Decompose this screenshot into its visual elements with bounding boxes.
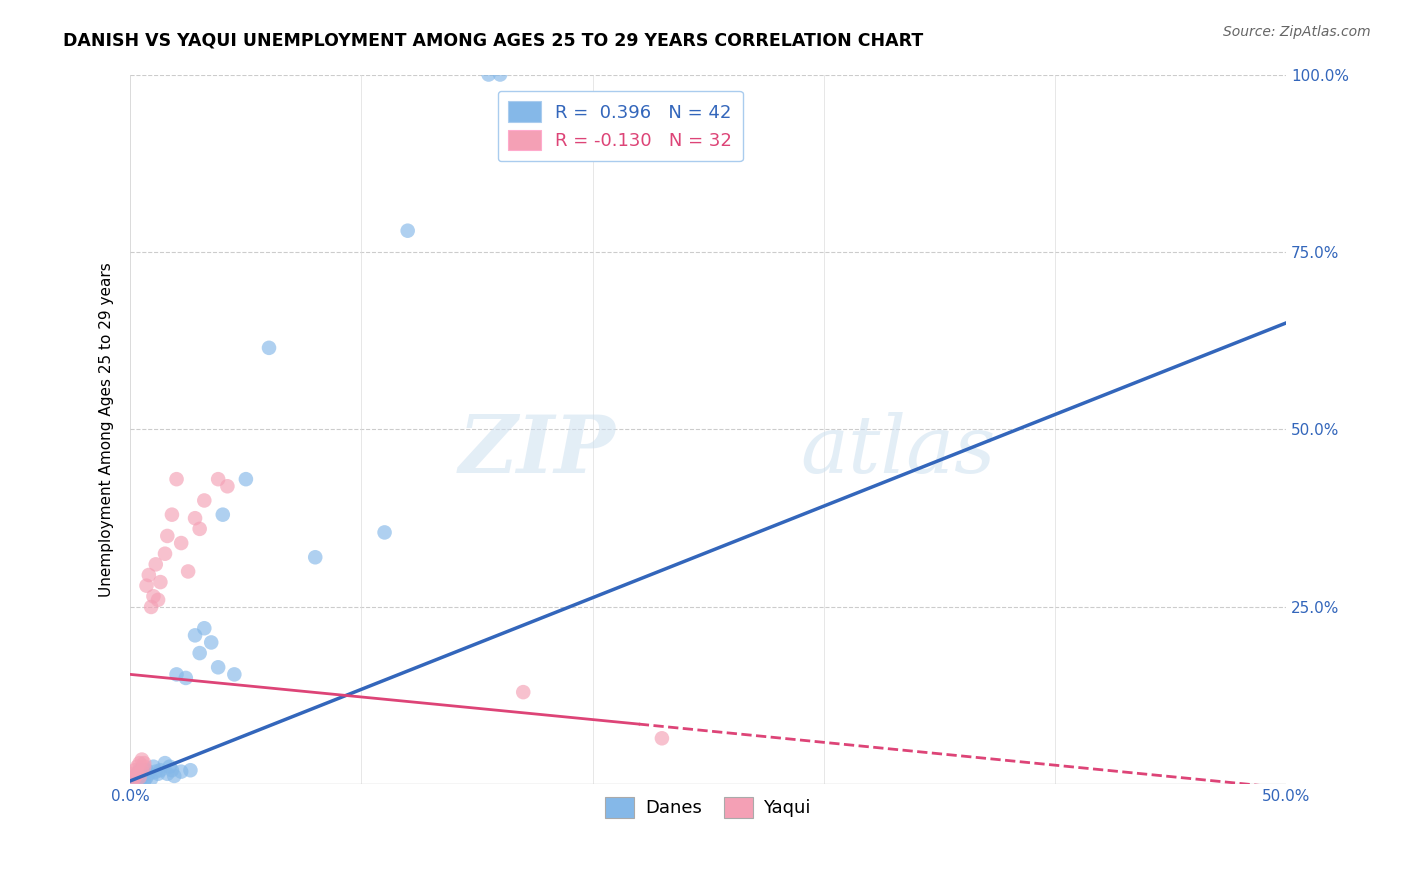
Point (127, 766, 149, 780)
Point (142, 760, 165, 774)
Point (121, 773, 143, 788)
Point (235, 472, 257, 486)
Point (127, 766, 149, 780)
Text: DANISH VS YAQUI UNEMPLOYMENT AMONG AGES 25 TO 29 YEARS CORRELATION CHART: DANISH VS YAQUI UNEMPLOYMENT AMONG AGES … (63, 31, 924, 49)
Point (489, 68, 512, 82)
Point (128, 770, 150, 784)
Point (188, 522, 211, 536)
Point (200, 635, 222, 649)
Point (142, 590, 165, 604)
Point (153, 547, 176, 561)
Point (139, 599, 162, 614)
Point (134, 773, 156, 788)
Point (477, 68, 499, 82)
Point (257, 341, 280, 355)
Point (131, 770, 153, 784)
Point (146, 766, 169, 780)
Text: atlas: atlas (800, 412, 995, 490)
Point (127, 760, 149, 774)
Legend: Danes, Yaqui: Danes, Yaqui (598, 789, 818, 825)
Point (207, 660, 229, 674)
Point (217, 479, 239, 493)
Point (124, 773, 146, 788)
Point (156, 529, 179, 543)
Point (166, 667, 188, 681)
Point (174, 671, 197, 685)
Point (179, 763, 201, 777)
Point (163, 769, 186, 783)
Point (131, 753, 153, 767)
Point (145, 764, 167, 779)
Point (135, 770, 157, 784)
Point (138, 568, 160, 582)
Point (177, 565, 200, 579)
Point (396, 224, 419, 238)
Point (134, 760, 156, 774)
Point (131, 763, 153, 777)
Point (135, 579, 157, 593)
Point (121, 773, 143, 788)
Point (224, 667, 246, 681)
Point (512, 685, 534, 699)
Point (146, 592, 169, 607)
Point (193, 621, 215, 635)
Point (128, 773, 150, 788)
Point (124, 770, 146, 784)
Point (131, 764, 153, 779)
Y-axis label: Unemployment Among Ages 25 to 29 years: Unemployment Among Ages 25 to 29 years (100, 262, 114, 597)
Point (138, 766, 160, 780)
Point (211, 508, 233, 522)
Point (124, 763, 146, 777)
Point (149, 763, 172, 777)
Point (156, 766, 179, 780)
Point (127, 772, 149, 786)
Point (139, 772, 162, 786)
Point (184, 511, 207, 525)
Text: ZIP: ZIP (458, 412, 616, 490)
Point (121, 766, 143, 780)
Point (128, 763, 150, 777)
Point (651, 731, 673, 746)
Point (134, 756, 156, 771)
Point (128, 756, 150, 771)
Point (160, 763, 183, 777)
Text: Source: ZipAtlas.com: Source: ZipAtlas.com (1223, 25, 1371, 39)
Point (188, 646, 211, 660)
Point (160, 508, 183, 522)
Point (149, 575, 172, 590)
Point (145, 558, 167, 572)
Point (166, 472, 188, 486)
Point (170, 536, 193, 550)
Point (184, 628, 207, 642)
Point (134, 766, 156, 780)
Point (153, 756, 176, 771)
Point (193, 493, 215, 508)
Point (304, 550, 326, 565)
Point (124, 770, 146, 784)
Point (159, 760, 181, 774)
Point (170, 764, 193, 779)
Point (374, 525, 396, 540)
Point (135, 763, 157, 777)
Point (207, 472, 229, 486)
